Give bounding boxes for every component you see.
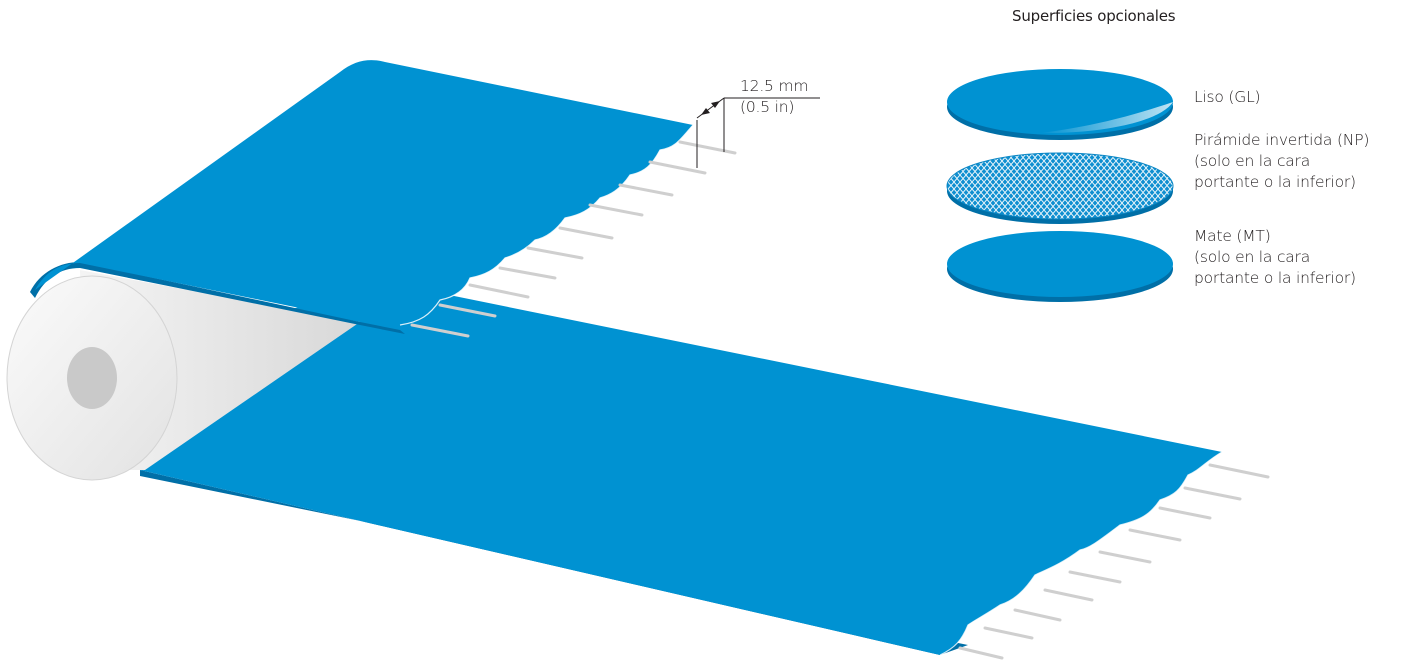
surface-label-line: Mate (MT) (1194, 227, 1271, 245)
surface-label-line: Pirámide invertida (NP) (1194, 131, 1370, 149)
surface-disc-inverted-pyramid (946, 152, 1174, 224)
upper-belt-wavy-edge (399, 124, 694, 326)
lower-belt-wavy-edge (939, 451, 1223, 656)
surface-label-line: portante o la inferior) (1194, 173, 1356, 191)
surface-label-smooth: Liso (GL) (1194, 87, 1261, 108)
lower-belt (140, 285, 1223, 656)
surface-label-line: (solo en la cara (1194, 248, 1311, 266)
lower-hinge-rods (958, 463, 1270, 660)
surface-label-line: (solo en la cara (1194, 152, 1311, 170)
roll (6, 270, 360, 481)
surface-label-line: portante o la inferior) (1194, 269, 1356, 287)
surface-disc-smooth (947, 69, 1173, 140)
lower-belt-surface (140, 285, 1222, 655)
pitch-imperial: (0.5 in) (740, 98, 795, 116)
surface-label-line: Liso (GL) (1194, 88, 1261, 106)
surface-disc-matte (947, 231, 1173, 302)
upper-belt (30, 60, 694, 334)
pitch-dimension-marker (696, 97, 820, 168)
upper-belt-surface (35, 60, 693, 325)
roll-core-hole (67, 347, 117, 409)
surface-options-title: Superficies opcionales (1012, 7, 1176, 25)
pitch-metric: 12.5 mm (740, 77, 809, 95)
upper-belt-underside (30, 262, 405, 334)
upper-hinge-rods (410, 140, 737, 338)
pitch-dimension-label: 12.5 mm (0.5 in) (740, 76, 808, 118)
surface-label-inverted-pyramid: Pirámide invertida (NP) (solo en la cara… (1194, 130, 1369, 193)
surface-label-matte: Mate (MT) (solo en la cara portante o la… (1194, 226, 1356, 289)
